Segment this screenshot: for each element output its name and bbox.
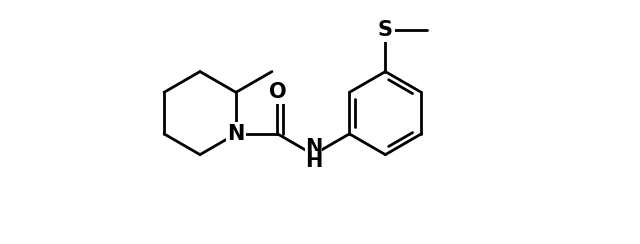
Text: N: N — [227, 124, 244, 144]
Text: H: H — [305, 151, 322, 171]
Text: O: O — [269, 82, 286, 102]
Text: N: N — [305, 138, 322, 158]
Text: S: S — [378, 20, 393, 40]
